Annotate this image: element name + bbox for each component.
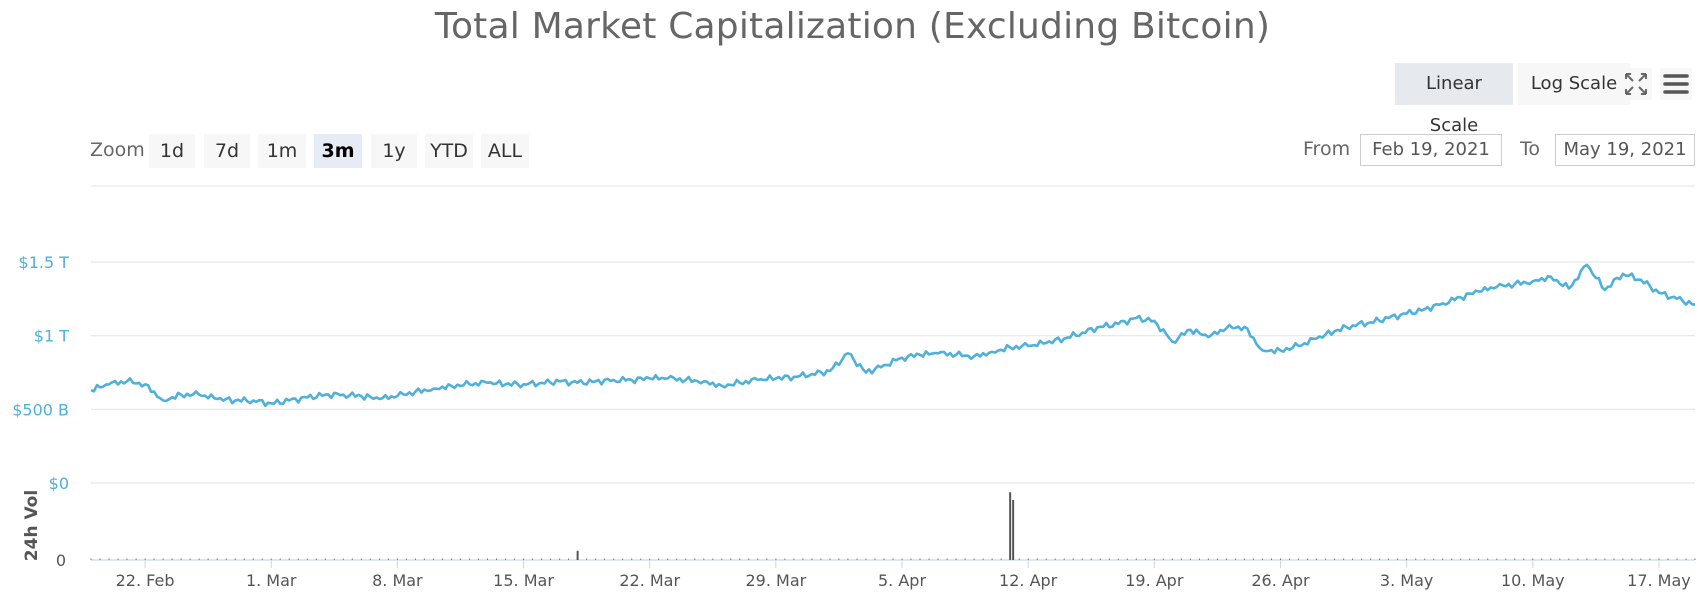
zoom-button-1d[interactable]: 1d <box>149 134 195 168</box>
x-tick-label: 8. Mar <box>372 571 423 590</box>
linear-scale-button[interactable]: Linear Scale <box>1395 63 1513 136</box>
from-date-input[interactable]: Feb 19, 2021 <box>1360 134 1502 166</box>
x-tick-label: 10. May <box>1501 571 1565 590</box>
chart-title: Total Market Capitalization (Excluding B… <box>434 6 1271 47</box>
fullscreen-icon[interactable] <box>1620 68 1652 100</box>
y-tick-label: $500 B <box>12 400 69 419</box>
x-tick-label: 1. Mar <box>246 571 297 590</box>
volume-axis-label: 24h Vol <box>22 490 42 561</box>
to-label: To <box>1520 138 1541 160</box>
y-tick-label: $1 T <box>34 327 69 346</box>
zoom-button-1m[interactable]: 1m <box>258 134 306 168</box>
x-tick-label: 3. May <box>1380 571 1433 590</box>
log-scale-button[interactable]: Log Scale <box>1518 63 1630 105</box>
x-tick-label: 19. Apr <box>1125 571 1184 590</box>
y-tick-label: $0 <box>49 474 69 493</box>
x-tick-label: 22. Feb <box>116 571 175 590</box>
series-line <box>90 263 1696 408</box>
zoom-button-7d[interactable]: 7d <box>204 134 250 168</box>
x-tick-label: 26. Apr <box>1251 571 1310 590</box>
x-tick-label: 29. Mar <box>745 571 806 590</box>
zoom-button-ytd[interactable]: YTD <box>425 134 473 168</box>
to-date-input[interactable]: May 19, 2021 <box>1555 134 1695 166</box>
zoom-label: Zoom <box>90 139 145 161</box>
zoom-button-all[interactable]: ALL <box>481 134 529 168</box>
x-tick-label: 17. May <box>1627 571 1691 590</box>
x-tick-label: 5. Apr <box>878 571 926 590</box>
hamburger-menu-icon[interactable] <box>1660 68 1692 100</box>
x-tick-label: 15. Mar <box>493 571 554 590</box>
zoom-button-1y[interactable]: 1y <box>371 134 417 168</box>
x-tick-label: 22. Mar <box>619 571 680 590</box>
zoom-button-3m[interactable]: 3m <box>314 134 362 168</box>
y-tick-label: $1.5 T <box>19 253 70 272</box>
volume-tick-label: 0 <box>56 551 66 570</box>
volume-baseline-bars <box>90 558 1696 560</box>
from-label: From <box>1303 138 1351 160</box>
x-tick-label: 12. Apr <box>999 571 1058 590</box>
